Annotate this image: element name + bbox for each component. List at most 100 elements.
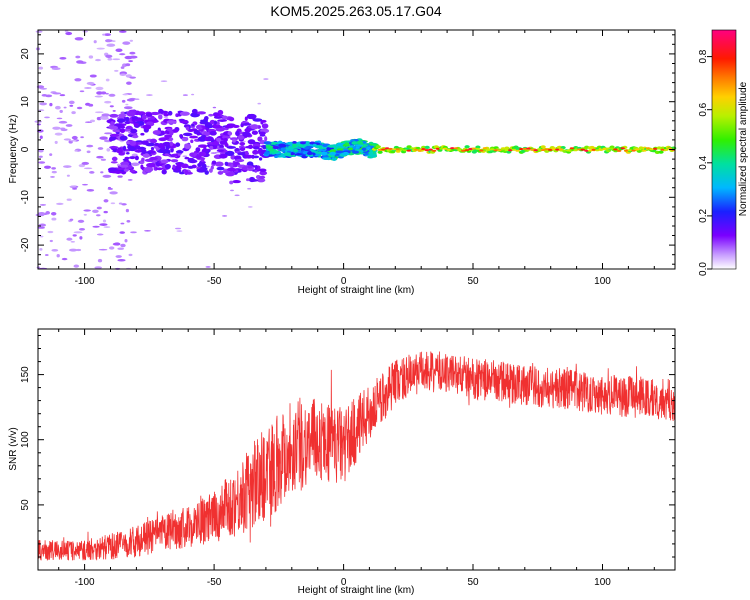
spectrogram-cell [191, 93, 195, 96]
spectrogram-cell [141, 140, 149, 145]
spectrogram-cell [107, 167, 118, 172]
spectrogram-cell [108, 93, 116, 97]
spectrogram-cell [105, 39, 112, 43]
spectrogram-cell [257, 149, 262, 153]
spectrogram-cell [395, 148, 401, 151]
spectrogram-cell [161, 169, 167, 175]
spectrogram-cell [229, 180, 234, 185]
spectrogram-cell [96, 155, 104, 159]
spectrogram-cell [208, 168, 213, 173]
spectrogram-cell [257, 102, 261, 105]
spectrogram-cell [73, 231, 83, 234]
spectrogram-cell [286, 141, 292, 145]
spectrogram-cell [123, 128, 131, 132]
spectrogram-cell [645, 147, 651, 150]
spectrogram-cell [191, 108, 198, 114]
spectrogram-cell [100, 171, 104, 174]
y-tick-label: 0 [20, 146, 31, 152]
spectrogram-cell [119, 231, 125, 234]
spectrogram-cell [81, 161, 90, 165]
spectrogram-cell [116, 167, 126, 171]
spectrogram-cell [526, 147, 531, 150]
spectrogram-cell [51, 67, 61, 71]
spectrogram-cell [103, 33, 112, 36]
spectrogram-cell [44, 116, 50, 119]
spectrogram-cell [182, 155, 188, 157]
spectrogram-cell [200, 157, 205, 163]
x-tick-label: -50 [207, 276, 222, 287]
spectrogram-cell [120, 66, 125, 69]
spectrogram-cell [119, 53, 126, 56]
spectrogram-cell [149, 156, 158, 161]
spectrogram-cell [230, 189, 234, 192]
spectrogram-cell [537, 148, 542, 151]
spectrogram-cell [204, 170, 209, 175]
spectrogram-cell [69, 218, 74, 221]
spectrogram-cell [384, 147, 390, 150]
spectrogram-cell [406, 149, 411, 152]
spectrogram-cell [193, 129, 200, 135]
spectrogram-cell [35, 30, 43, 33]
spectrogram-cell [160, 80, 168, 82]
spectrogram-cell [217, 119, 228, 122]
spectrogram-cell [49, 239, 53, 243]
spectrogram-cell [124, 120, 131, 125]
spectrogram-cell [185, 126, 190, 131]
colorbar-label: Normalized spectral amplitude [738, 81, 749, 216]
spectrogram-cell [101, 113, 110, 117]
spectrogram-cell [150, 111, 160, 116]
spectrogram-cell [356, 140, 364, 145]
spectrogram-cell [135, 145, 141, 149]
spectrogram-cell [121, 99, 126, 103]
spectrogram-cell [251, 130, 259, 135]
spectrogram-cell [361, 147, 367, 152]
spectrogram-cell [335, 150, 344, 154]
spectrogram-cell [179, 134, 184, 140]
spectrogram-cell [73, 264, 80, 268]
spectrogram-cell [351, 141, 358, 145]
spectrogram-cell [140, 132, 145, 136]
spectrogram-cell [406, 145, 412, 149]
spectrogram-cell [154, 142, 160, 147]
spectrogram-cell [108, 246, 115, 250]
spectrogram-cell [119, 135, 128, 141]
spectrogram-cell [89, 171, 95, 174]
spectrogram-cell [182, 132, 193, 137]
spectrogram-cell [424, 145, 430, 149]
spectrogram-cell [471, 147, 477, 150]
spectrogram-cell [111, 40, 116, 42]
spectrogram-cell [38, 109, 45, 112]
spectrogram-cell [94, 111, 104, 114]
spectrogram-cell [212, 106, 217, 109]
spectrogram-cell [656, 147, 662, 150]
spectrogram-cell [257, 136, 263, 142]
spectrogram-cell [125, 208, 130, 213]
spectrogram-cell [222, 215, 228, 217]
spectrogram-cell [336, 142, 344, 147]
spectrogram-cell [92, 225, 100, 228]
spectrogram-cell [322, 157, 330, 160]
spectrogram-cell [170, 147, 174, 153]
spectrogram-cell [475, 147, 480, 150]
spectrogram-cell [533, 149, 538, 152]
spectrogram-cell [304, 146, 310, 150]
spectrogram-cell [184, 156, 190, 160]
spectrogram-cell [264, 151, 271, 155]
spectrogram-cell [119, 30, 127, 33]
spectrogram-cell [204, 121, 210, 127]
spectrogram-cell [166, 120, 177, 124]
spectrogram-cell [99, 136, 108, 140]
spectrogram-cell [169, 141, 174, 147]
spectrogram-cell [104, 132, 113, 135]
spectrogram-cell [595, 149, 600, 152]
spectrogram-cell [428, 148, 433, 151]
colorbar-ticks: 0.0 0.2 0.4 0.6 0.8 [698, 49, 712, 276]
spectrogram-cell [72, 234, 77, 237]
spectrogram-cell [95, 58, 101, 62]
spectrogram-cell [226, 145, 237, 149]
spectrogram-cell [62, 165, 72, 168]
spectrogram-cell [124, 238, 128, 243]
spectrogram-cell [126, 111, 136, 117]
spectrogram-cell [229, 137, 239, 141]
